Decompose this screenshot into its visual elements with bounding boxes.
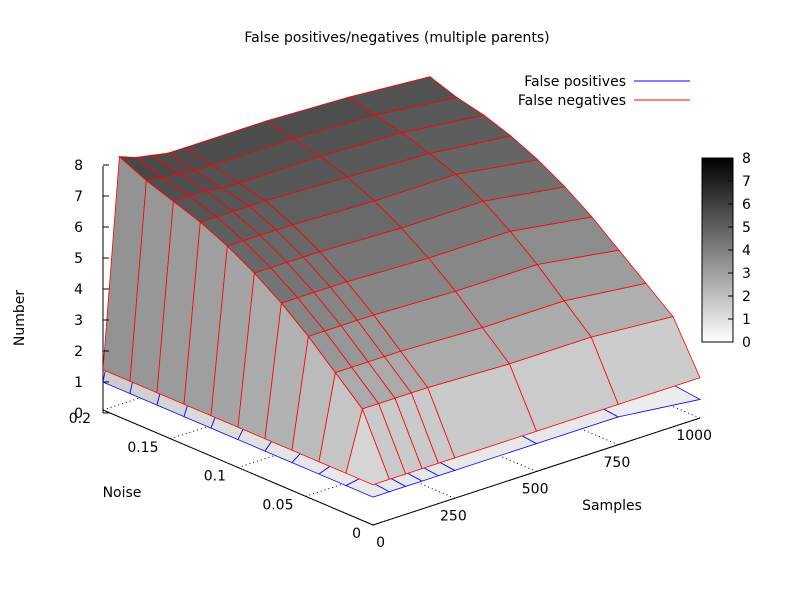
y-tick-label: 0.2 bbox=[69, 411, 91, 427]
z-tick-label: 6 bbox=[74, 220, 83, 236]
y-axis-label: Noise bbox=[103, 485, 142, 501]
legend-label-false-negatives: False negatives bbox=[518, 93, 626, 109]
surfaces bbox=[102, 76, 702, 498]
x-tick-label: 0 bbox=[376, 535, 385, 551]
colorbox-gradient bbox=[701, 157, 734, 343]
z-tick-label: 2 bbox=[74, 344, 83, 360]
colorbox-tick-label: 1 bbox=[742, 312, 751, 328]
y-tick-label: 0.1 bbox=[204, 469, 226, 485]
z-tick-label: 7 bbox=[74, 189, 83, 205]
colorbox-tick-label: 2 bbox=[742, 289, 751, 305]
surface-false-negatives bbox=[102, 76, 701, 486]
z-tick-label: 0 bbox=[74, 406, 83, 422]
y-tick-label: 0.05 bbox=[262, 497, 293, 513]
x-tick-label: 1000 bbox=[676, 428, 712, 444]
tick-labels: 0 1 2 3 4 5 6 7 8 0 250 500 750 1000 0 0.05 0.1 0.15 0.2 bbox=[69, 158, 712, 551]
z-tick-label: 8 bbox=[74, 158, 83, 174]
legend-label-false-positives: False positives bbox=[524, 74, 626, 90]
legend: False positives False negatives bbox=[518, 74, 690, 109]
colorbox-tick-label: 3 bbox=[742, 266, 751, 282]
y-tick-label: 0 bbox=[352, 526, 361, 542]
colorbox-tick-label: 6 bbox=[742, 197, 751, 213]
z-tick-label: 4 bbox=[74, 282, 83, 298]
surface-cell bbox=[590, 316, 701, 405]
x-axis-label: Samples bbox=[582, 498, 642, 514]
colorbox-tick-label: 8 bbox=[742, 151, 751, 167]
x-tick-label: 500 bbox=[522, 482, 549, 498]
x-gridline bbox=[102, 409, 374, 526]
colorbox-tick-label: 5 bbox=[742, 220, 751, 236]
z-tick-label: 3 bbox=[74, 313, 83, 329]
y-gridline bbox=[372, 417, 701, 526]
colorbox: 0 1 2 3 4 5 6 7 8 bbox=[701, 151, 751, 351]
x-tick-label: 750 bbox=[604, 455, 631, 471]
chart-title: False positives/negatives (multiple pare… bbox=[244, 30, 549, 46]
colorbox-tick-label: 0 bbox=[742, 335, 751, 351]
z-tick-label: 5 bbox=[74, 251, 83, 267]
colorbox-tick-label: 7 bbox=[742, 174, 751, 190]
x-tick-label: 250 bbox=[440, 508, 467, 524]
z-tick-label: 1 bbox=[74, 375, 83, 391]
colorbox-tick-label: 4 bbox=[742, 243, 751, 259]
y-tick-label: 0.15 bbox=[127, 440, 158, 456]
z-axis-label: Number bbox=[12, 290, 28, 346]
